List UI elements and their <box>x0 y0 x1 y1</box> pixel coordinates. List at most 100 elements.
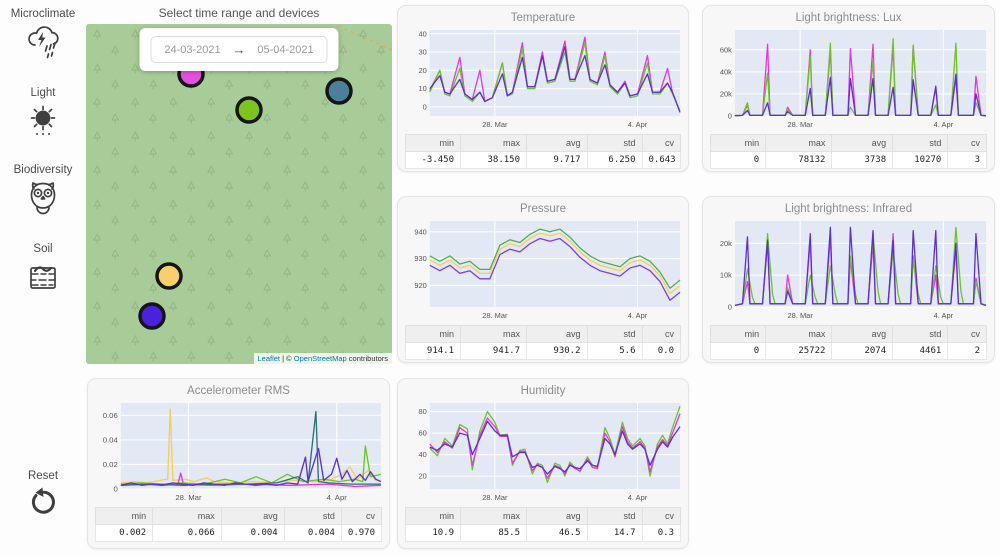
chart-title: Pressure <box>519 203 567 215</box>
stat-value: 10270 <box>892 151 949 169</box>
chart-title: Accelerometer RMS <box>187 385 290 397</box>
stat-value: 6.250 <box>586 151 643 169</box>
y-tick-label: 20k <box>720 89 732 98</box>
stat-value: 0.0 <box>641 342 681 360</box>
sidebar-item-light[interactable]: Light <box>24 87 62 140</box>
reset-label: Reset <box>27 470 59 482</box>
stat-value: 0.643 <box>641 151 681 169</box>
panel-lux: Light brightness: Lux 0 20k 40k 60k 28. Mar 4… <box>702 5 995 172</box>
lux-chart[interactable]: 0 20k 40k 60k 28. Mar 4. Apr <box>708 27 989 131</box>
stat-value: 0 <box>709 342 767 360</box>
pressure-stats-table: min max avg std cv 914.1 941.7 930.2 5.6 0.0 <box>405 325 681 360</box>
plot-area <box>734 221 987 307</box>
date-range-field[interactable]: → <box>150 36 328 63</box>
y-tick-label: 20 <box>419 472 427 481</box>
stat-header: min <box>405 325 461 343</box>
x-tick-label: 28. Mar <box>482 311 508 320</box>
stat-header: std <box>586 507 643 525</box>
map-attribution: Leaflet | © OpenStreetMap contributors <box>253 353 392 364</box>
y-tick-label: 0.06 <box>103 411 118 420</box>
sidebar-item-biodiversity[interactable]: Biodiversity <box>13 164 73 219</box>
sidebar-item-soil[interactable]: Soil <box>24 243 62 296</box>
y-tick-label: 920 <box>414 281 426 290</box>
accelerometer-stats-table: min max avg std cv 0.002 0.066 0.004 0.004 0.970 <box>94 507 383 542</box>
chart-title: Temperature <box>510 12 576 24</box>
series-green <box>429 228 681 289</box>
sidebar-item-microclimate[interactable]: Microclimate <box>11 8 75 63</box>
reset-icon <box>25 485 61 521</box>
stat-header: std <box>892 134 949 152</box>
stat-header: cv <box>641 134 681 152</box>
stat-value: 5.6 <box>586 342 643 360</box>
stat-value: 9.717 <box>526 151 588 169</box>
y-tick-label: 940 <box>414 227 426 236</box>
stat-header: std <box>586 134 643 152</box>
attrib-sep: | © <box>280 354 294 363</box>
temperature-chart[interactable]: 0 10 20 30 40 28. Mar 4. Apr <box>403 27 683 131</box>
plot-area <box>120 403 381 489</box>
y-tick-label: 60 <box>419 429 427 438</box>
stat-value: 78132 <box>765 151 833 169</box>
x-tick-label: 28. Mar <box>788 120 814 129</box>
humidity-chart[interactable]: 20 40 60 80 28. Mar 4. Apr <box>403 400 683 504</box>
humidity-stats-table: min max avg std cv 10.9 85.5 46.5 14.7 0.3 <box>405 507 681 542</box>
device-marker-teal[interactable] <box>325 77 353 105</box>
y-tick-label: 0 <box>728 112 732 121</box>
stat-value: 0 <box>709 151 767 169</box>
accelerometer-chart[interactable]: 0 0.02 0.04 0.06 28. Mar 4. Apr <box>93 400 384 504</box>
y-tick-label: 80 <box>419 407 427 416</box>
openstreetmap-link[interactable]: OpenStreetMap <box>293 354 347 363</box>
sidebar-item-reset[interactable]: Reset <box>25 470 61 521</box>
x-tick-label: 4. Apr <box>934 120 954 129</box>
stat-header: max <box>460 325 527 343</box>
y-tick-label: 10 <box>419 84 427 93</box>
map-trail <box>337 25 392 51</box>
pressure-chart[interactable]: 920 930 940 28. Mar 4. Apr <box>403 218 683 322</box>
y-tick-label: 0 <box>423 102 427 111</box>
chart-title: Light brightness: Infrared <box>784 203 913 215</box>
device-marker-green[interactable] <box>235 96 263 124</box>
device-marker-blue[interactable] <box>138 302 166 330</box>
stat-value: 25722 <box>765 342 833 360</box>
leaflet-link[interactable]: Leaflet <box>257 354 281 363</box>
stat-value: 4461 <box>892 342 949 360</box>
device-marker-yellow[interactable] <box>155 262 183 290</box>
plot-area <box>734 30 987 116</box>
x-tick-label: 4. Apr <box>628 493 648 502</box>
series-yellow <box>120 408 382 484</box>
stat-value: 2074 <box>831 342 894 360</box>
map-canvas[interactable] <box>86 24 392 364</box>
series-green <box>429 42 681 111</box>
infrared-chart[interactable]: 0 10k 20k 28. Mar 4. Apr <box>708 218 989 322</box>
map-card: Select time range and devices → <box>86 0 392 372</box>
stat-value: 10.9 <box>405 524 461 542</box>
stat-value: 3 <box>947 151 987 169</box>
stat-header: max <box>460 134 527 152</box>
stat-header: max <box>765 134 833 152</box>
chart-title: Light brightness: Lux <box>795 12 902 24</box>
sun-icon <box>24 102 62 140</box>
x-tick-label: 4. Apr <box>327 493 348 502</box>
stat-value: -3.450 <box>405 151 461 169</box>
date-to-input[interactable] <box>252 43 319 56</box>
stat-header: cv <box>340 507 383 525</box>
panel-accelerometer: Accelerometer RMS 0 0.02 0.04 0.06 28. Mar 4.… <box>87 378 390 549</box>
stat-header: min <box>405 507 461 525</box>
stat-header: std <box>283 507 342 525</box>
series-purple <box>734 73 987 117</box>
stat-header: min <box>709 134 767 152</box>
series-purple <box>429 45 681 113</box>
date-range-picker[interactable]: → <box>139 28 339 71</box>
stat-header: min <box>94 507 154 525</box>
stat-header: cv <box>641 325 681 343</box>
biodiversity-label: Biodiversity <box>13 164 73 176</box>
infrared-stats-table: min max avg std cv 0 25722 2074 4461 2 <box>709 325 987 360</box>
map[interactable]: → Leaflet | © OpenStreetMap contributors <box>86 24 392 364</box>
stat-value: 914.1 <box>405 342 461 360</box>
stat-header: std <box>586 325 643 343</box>
stat-header: avg <box>526 134 588 152</box>
stat-value: 0.066 <box>152 524 222 542</box>
date-from-input[interactable] <box>159 43 226 56</box>
x-tick-label: 28. Mar <box>482 120 508 129</box>
stat-value: 930.2 <box>526 342 588 360</box>
